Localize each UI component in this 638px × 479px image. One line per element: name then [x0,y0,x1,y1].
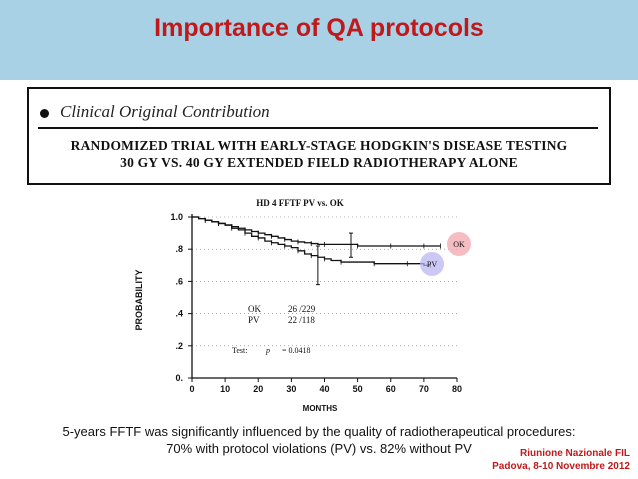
count-pv-value: 22 /118 [288,315,315,325]
x-tick-label-7: 70 [419,384,429,394]
slide-header [0,0,638,80]
legend-circle-ok [447,232,471,256]
chart-gridlines [192,216,457,347]
legend-label-pv: PV [427,260,437,269]
x-tick-label-4: 40 [319,384,329,394]
y-tick-label-3: .6 [175,276,183,286]
x-tick-label-0: 0 [189,384,194,394]
chart-title: HD 4 FFTF PV vs. OK [256,198,344,208]
y-tick-label-2: .4 [175,309,183,319]
caption-line2: 70% with protocol violations (PV) vs. 82… [166,441,472,456]
p-symbol: p [265,346,270,355]
caption-line1: 5-years FFTF was significantly influence… [62,424,576,439]
article-header-box: Clinical Original Contribution RANDOMIZE… [27,87,611,185]
legend-label-ok: OK [453,240,465,249]
x-tick-label-1: 10 [220,384,230,394]
article-section-label: Clinical Original Contribution [60,102,270,121]
article-title-line1: RANDOMIZED TRIAL WITH EARLY-STAGE HODGKI… [70,138,568,153]
y-tick-label-4: .8 [175,244,183,254]
chart-legend-circles: OK PV [420,232,471,276]
y-tick-label-0: 0. [175,373,183,383]
slide-title: Importance of QA protocols [154,14,484,42]
chart-ticks: 0. .2 .4 .6 .8 1.0 0 10 20 30 40 50 60 70 80 [170,212,462,394]
x-axis-label: MONTHS [303,404,338,413]
chart-error-bars [315,232,353,286]
footer-meeting-date: Padova, 8-10 Novembre 2012 [492,461,630,472]
count-ok-label: OK [248,304,261,314]
count-pv-label: PV [248,315,260,325]
x-tick-label-5: 50 [353,384,363,394]
article-title-line2: 30 GY VS. 40 GY EXTENDED FIELD RADIOTHER… [120,155,518,170]
y-axis-label: PROBABILITY [134,269,144,330]
bullet-icon [40,109,49,118]
x-tick-label-2: 20 [253,384,263,394]
x-tick-label-6: 60 [386,384,396,394]
series-line-ok [192,216,441,247]
count-ok-value: 26 /229 [288,304,316,314]
y-tick-label-5: 1.0 [170,212,183,222]
p-value: = 0.0418 [282,346,311,355]
legend-circle-pv [420,252,444,276]
article-divider [38,127,598,129]
y-tick-label-1: .2 [175,341,183,351]
footer-meeting-name: Riunione Nazionale FIL [519,448,630,459]
chart-series [192,216,441,268]
x-tick-label-8: 80 [452,384,462,394]
x-tick-label-3: 30 [286,384,296,394]
test-label: Test: [232,346,247,355]
